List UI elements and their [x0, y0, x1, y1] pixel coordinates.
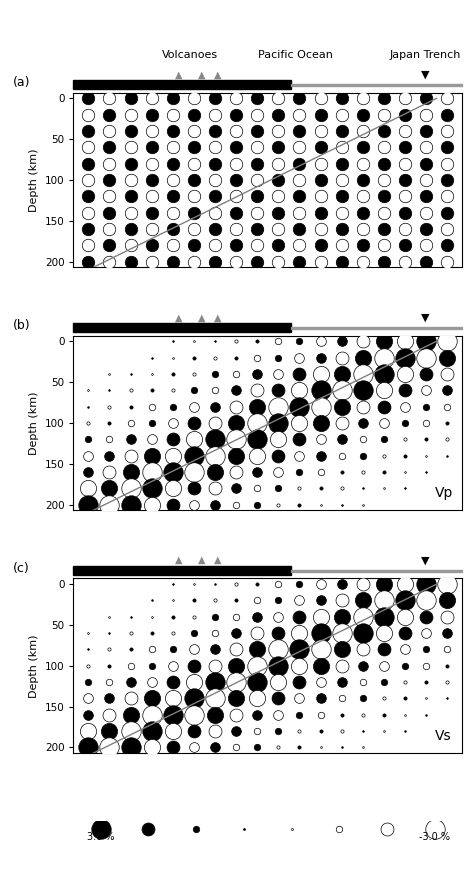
Text: Vs: Vs	[435, 729, 452, 743]
Text: ▲: ▲	[213, 555, 221, 565]
Text: ▲: ▲	[198, 555, 206, 565]
Text: Vp: Vp	[435, 486, 453, 500]
Y-axis label: Depth (km): Depth (km)	[29, 391, 39, 454]
Text: -3.0 %: -3.0 %	[419, 833, 450, 842]
Y-axis label: Depth (km): Depth (km)	[29, 148, 39, 212]
Text: (c): (c)	[13, 562, 30, 575]
Text: ▼: ▼	[421, 312, 429, 322]
Text: ▲: ▲	[174, 312, 182, 322]
Text: 3.0 %: 3.0 %	[87, 833, 114, 842]
Text: ▼: ▼	[421, 70, 429, 79]
Text: Volcanoes: Volcanoes	[162, 50, 218, 60]
Text: ▲: ▲	[198, 70, 206, 79]
Text: ▲: ▲	[174, 555, 182, 565]
Text: ▲: ▲	[213, 70, 221, 79]
Text: Japan Trench: Japan Trench	[390, 50, 461, 60]
Y-axis label: Depth (km): Depth (km)	[29, 634, 39, 698]
Text: ▲: ▲	[174, 70, 182, 79]
Text: ▲: ▲	[213, 312, 221, 322]
Text: ▲: ▲	[198, 312, 206, 322]
Text: (a): (a)	[13, 76, 31, 89]
Text: Pacific Ocean: Pacific Ocean	[257, 50, 332, 60]
Text: ▼: ▼	[421, 555, 429, 565]
Text: (b): (b)	[13, 319, 31, 332]
